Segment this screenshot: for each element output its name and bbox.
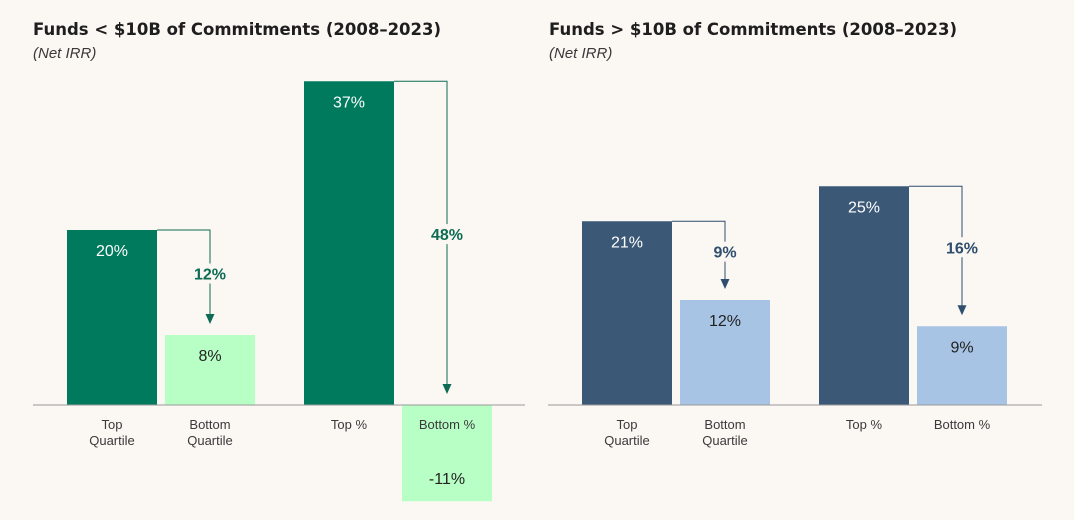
- right-bar-2: [819, 186, 909, 405]
- left-difference-label-1: 48%: [431, 227, 463, 244]
- left-difference-connector-1: [394, 80, 448, 385]
- left-bar-0: [67, 230, 157, 405]
- left-chart-subtitle: (Net IRR): [33, 45, 97, 62]
- left-category-label-2: Top %: [331, 417, 368, 432]
- right-value-label-2: 25%: [848, 199, 880, 216]
- left-category-label-0: Top Quartile: [89, 417, 135, 448]
- left-value-label-1: 8%: [198, 348, 221, 365]
- right-bar-0: [582, 221, 672, 405]
- right-category-label-2: Top %: [846, 417, 883, 432]
- left-difference-arrowhead-1: [442, 384, 452, 394]
- right-difference-label-1: 16%: [946, 240, 978, 257]
- left-difference-label-bg-0: [188, 263, 232, 284]
- left-difference-label-bg-1: [425, 224, 469, 245]
- left-category-label-1: Bottom Quartile: [187, 417, 233, 448]
- left-value-label-3: -11%: [429, 471, 465, 488]
- right-chart-title: Funds > $10B of Commitments (2008–2023): [549, 20, 958, 39]
- left-value-label-0: 20%: [96, 243, 128, 260]
- left-difference-connector-0: [157, 229, 211, 315]
- left-value-label-2: 37%: [333, 94, 365, 111]
- right-chart-subtitle: (Net IRR): [549, 45, 613, 62]
- right-value-label-0: 21%: [611, 234, 643, 251]
- right-difference-arrowhead-1: [957, 305, 967, 316]
- right-category-label-3: Bottom %: [934, 417, 991, 432]
- right-category-label-1: Bottom Quartile: [702, 417, 748, 448]
- left-difference-arrowhead-0: [205, 314, 215, 324]
- right-bar-3: [917, 326, 1007, 405]
- left-category-label-3: Bottom %: [419, 417, 476, 432]
- right-difference-label-bg-0: [703, 241, 747, 262]
- left-bar-1: [165, 335, 255, 405]
- right-difference-label-bg-1: [940, 237, 984, 258]
- right-difference-connector-1: [909, 185, 963, 307]
- left-chart-title: Funds < $10B of Commitments (2008–2023): [33, 20, 442, 39]
- right-difference-label-0: 9%: [713, 245, 736, 262]
- right-value-label-3: 9%: [950, 339, 973, 356]
- right-value-label-1: 12%: [709, 313, 741, 330]
- left-difference-label-0: 12%: [194, 267, 226, 284]
- right-bar-1: [680, 300, 770, 405]
- right-difference-arrowhead-0: [720, 279, 730, 289]
- left-bar-2: [304, 81, 394, 405]
- right-category-label-0: Top Quartile: [604, 417, 650, 448]
- left-bar-3: [402, 405, 492, 502]
